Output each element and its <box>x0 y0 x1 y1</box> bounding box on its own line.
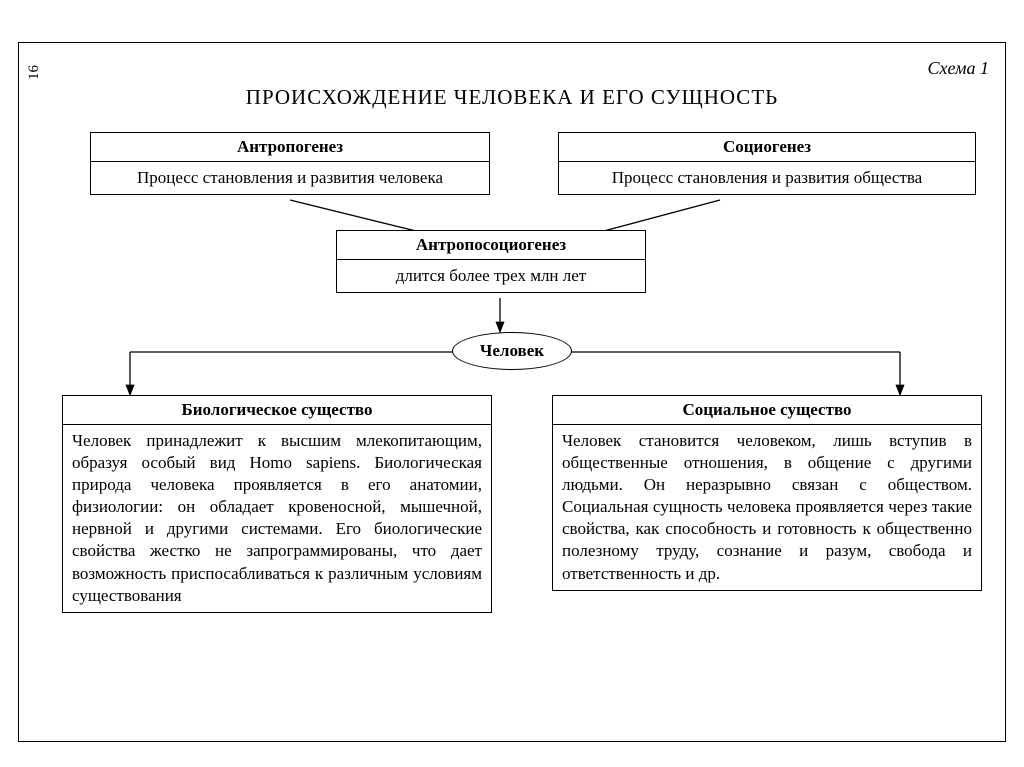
box-header: Социогенез <box>559 133 975 162</box>
box-anthroposociogenesis: Антропосоциогенез длится более трех млн … <box>336 230 646 293</box>
box-header: Антропосоциогенез <box>337 231 645 260</box>
box-header: Антропогенез <box>91 133 489 162</box>
box-body: Процесс становления и развития человека <box>91 162 489 194</box>
box-header: Биологическое существо <box>63 396 491 425</box>
page-number: 16 <box>26 65 43 80</box>
box-body: Человек становится человеком, лишь вступ… <box>553 425 981 590</box>
box-body: длится более трех млн лет <box>337 260 645 292</box>
box-sociogenesis: Социогенез Процесс становления и развити… <box>558 132 976 195</box>
ellipse-human: Человек <box>452 332 572 370</box>
ellipse-label: Человек <box>480 341 544 361</box>
box-header: Социальное существо <box>553 396 981 425</box>
box-social-being: Социальное существо Человек становится ч… <box>552 395 982 591</box>
box-anthropogenesis: Антропогенез Процесс становления и разви… <box>90 132 490 195</box>
scheme-label: Схема 1 <box>927 58 989 79</box>
diagram-title: ПРОИСХОЖДЕНИЕ ЧЕЛОВЕКА И ЕГО СУЩНОСТЬ <box>0 85 1024 110</box>
box-body: Процесс становления и развития общества <box>559 162 975 194</box>
box-biological-being: Биологическое существо Человек принадлеж… <box>62 395 492 613</box>
box-body: Человек принадлежит к высшим млекопитающ… <box>63 425 491 612</box>
